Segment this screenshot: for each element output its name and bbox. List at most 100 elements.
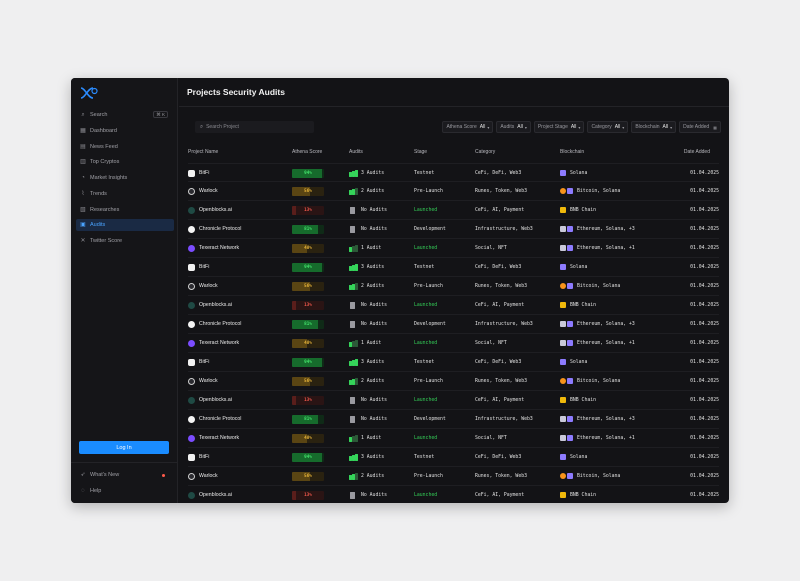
sidebar-item-trends[interactable]: ⌇ Trends [76,188,174,200]
table-row[interactable]: Texeract Network 48% 1 Audit Launched Social… [188,239,719,258]
filter-date-added[interactable]: Date Added ▦ [679,121,721,133]
table-row[interactable]: BitFi 94% 3 Audits Testnet CeFi, DeFi, Web3 S… [188,448,719,467]
category-cell: CeFi, AI, Payment [475,201,524,219]
table-row[interactable]: Warlock 56% 2 Audits Pre-Launch Runes, Token… [188,182,719,201]
column-header-category[interactable]: Category [475,149,496,155]
bitfi-logo-icon [188,263,195,271]
table-row[interactable]: BitFi 94% 3 Audits Testnet CeFi, DeFi, Web3 S… [188,163,719,182]
date-cell: 01.04.2025 [690,296,719,314]
app-window: ⌕ Search ⌘ K ▦ Dashboard ▤ News Feed ▥ Top Cr… [71,78,729,503]
sidebar-item-label: Researches [90,206,120,213]
sidebar-item-dashboard[interactable]: ▦ Dashboard [76,125,174,137]
blockchain-value: Ethereum, Solana, +1 [577,435,635,441]
column-header-project-name[interactable]: Project Name [188,149,219,155]
sidebar-search[interactable]: ⌕ Search ⌘ K [76,109,174,121]
table-row[interactable]: Chronicle Protocol 81% No Audits Developmen… [188,220,719,239]
table-row[interactable]: Texeract Network 48% 1 Audit Launched Social… [188,334,719,353]
project-name-cell: Texeract Network [188,429,239,447]
search-input[interactable] [206,124,302,130]
sidebar-item-whats-new[interactable]: ➶ What's New [76,469,174,481]
login-button[interactable]: Log In [79,441,169,454]
chain-icons [560,454,567,460]
table-row[interactable]: Openblocks.ai 13% No Audits Launched CeFi, A… [188,391,719,410]
x-icon: ✕ [80,237,86,244]
column-header-audits[interactable]: Audits [349,149,363,155]
sidebar-item-top-cryptos[interactable]: ▥ Top Cryptos [76,156,174,168]
sidebar-item-news-feed[interactable]: ▤ News Feed [76,141,174,153]
table-row[interactable]: Warlock 56% 2 Audits Pre-Launch Runes, Token… [188,467,719,486]
filter-value: All [479,124,486,130]
score-fill [292,262,323,272]
score-fill [292,414,318,424]
audits-count: 3 Audits [361,170,385,176]
sidebar-item-help[interactable]: ◌ Help [76,485,174,497]
table-row[interactable]: Warlock 56% 2 Audits Pre-Launch Runes, Token… [188,372,719,391]
research-icon: ▧ [80,206,86,213]
filter-blockchain[interactable]: Blockchain All ▾ [631,121,677,133]
category-value: CeFi, DeFi, Web3 [475,170,522,176]
table-row[interactable]: Texeract Network 48% 1 Audit Launched Social… [188,429,719,448]
blockchain-value: BNB Chain [570,397,596,403]
filter-category[interactable]: Category All ▾ [587,121,629,133]
score-fill [292,186,310,196]
column-header-blockchain[interactable]: Blockchain [560,149,585,155]
table-row[interactable]: BitFi 94% 3 Audits Testnet CeFi, DeFi, Web3 S… [188,258,719,277]
blockchain-value: BNB Chain [570,207,596,213]
bitfi-logo-icon [188,358,195,366]
category-value: CeFi, AI, Payment [475,397,525,403]
grid-icon: ▦ [80,128,86,134]
blockchain-value: Ethereum, Solana, +3 [577,226,635,232]
stage-value: Development [414,321,446,327]
athena-score-cell: 56% [292,467,324,485]
table-row[interactable]: Chronicle Protocol 81% No Audits Developmen… [188,410,719,429]
solana-icon [567,378,573,384]
date-value: 01.04.2025 [690,492,719,498]
sidebar-item-market-insights[interactable]: ◔ Market Insights [76,172,174,184]
chain-icons [560,340,574,346]
blockchain-cell: Solana [560,448,587,466]
score-badge: 56% [292,186,324,196]
date-value: 01.04.2025 [690,245,719,251]
header-divider [179,106,729,107]
score-value: 48% [304,245,312,251]
stage-cell: Pre-Launch [414,182,443,200]
table-row[interactable]: Openblocks.ai 13% No Audits Launched CeFi, A… [188,201,719,220]
sidebar-item-twitter-score[interactable]: ✕ Twitter Score [76,235,174,247]
stage-value: Launched [414,302,438,308]
sidebar-item-audits[interactable]: ▣ Audits [76,219,174,232]
audit-files-icon [349,244,358,252]
bnb-icon [560,207,566,213]
chain-icons [560,397,567,403]
filter-bar: Athena Score All ▾ Audits All ▾ Project Stage A… [442,121,721,133]
date-cell: 01.04.2025 [690,429,719,447]
filter-label: Date Added [683,124,710,130]
blockchain-value: Ethereum, Solana, +1 [577,340,635,346]
category-cell: CeFi, DeFi, Web3 [475,448,521,466]
project-search[interactable]: ⌕ [195,121,314,133]
sidebar-item-researches[interactable]: ▧ Researches [76,204,174,216]
table-row[interactable]: Chronicle Protocol 81% No Audits Developmen… [188,315,719,334]
blockchain-cell: Bitcoin, Solana [560,182,620,200]
filter-athena-score[interactable]: Athena Score All ▾ [442,121,494,133]
column-header-date-added[interactable]: Date Added [683,149,710,155]
column-header-stage[interactable]: Stage [414,149,428,155]
blockchain-value: Bitcoin, Solana [577,378,621,384]
bnb-icon [560,397,566,403]
solana-icon [567,245,573,251]
athena-score-cell: 13% [292,296,324,314]
bitfi-logo-icon [188,453,195,461]
score-value: 48% [304,435,312,441]
filter-audits[interactable]: Audits All ▾ [496,121,531,133]
table-row[interactable]: BitFi 94% 3 Audits Testnet CeFi, DeFi, Web3 S… [188,353,719,372]
table-row[interactable]: Openblocks.ai 13% No Audits Launched CeFi, A… [188,296,719,315]
table-row[interactable]: Warlock 56% 2 Audits Pre-Launch Runes, Token… [188,277,719,296]
table-row[interactable]: Openblocks.ai 13% No Audits Launched CeFi, A… [188,486,719,503]
score-badge: 48% [292,243,324,253]
score-value: 56% [304,283,312,289]
stage-value: Pre-Launch [414,378,443,384]
audits-cell: 3 Audits [349,353,384,371]
chevron-down-icon: ▾ [524,124,527,130]
filter-project-stage[interactable]: Project Stage All ▾ [533,121,585,133]
score-value: 48% [304,340,312,346]
column-header-athena-score[interactable]: Athena Score [292,149,323,155]
